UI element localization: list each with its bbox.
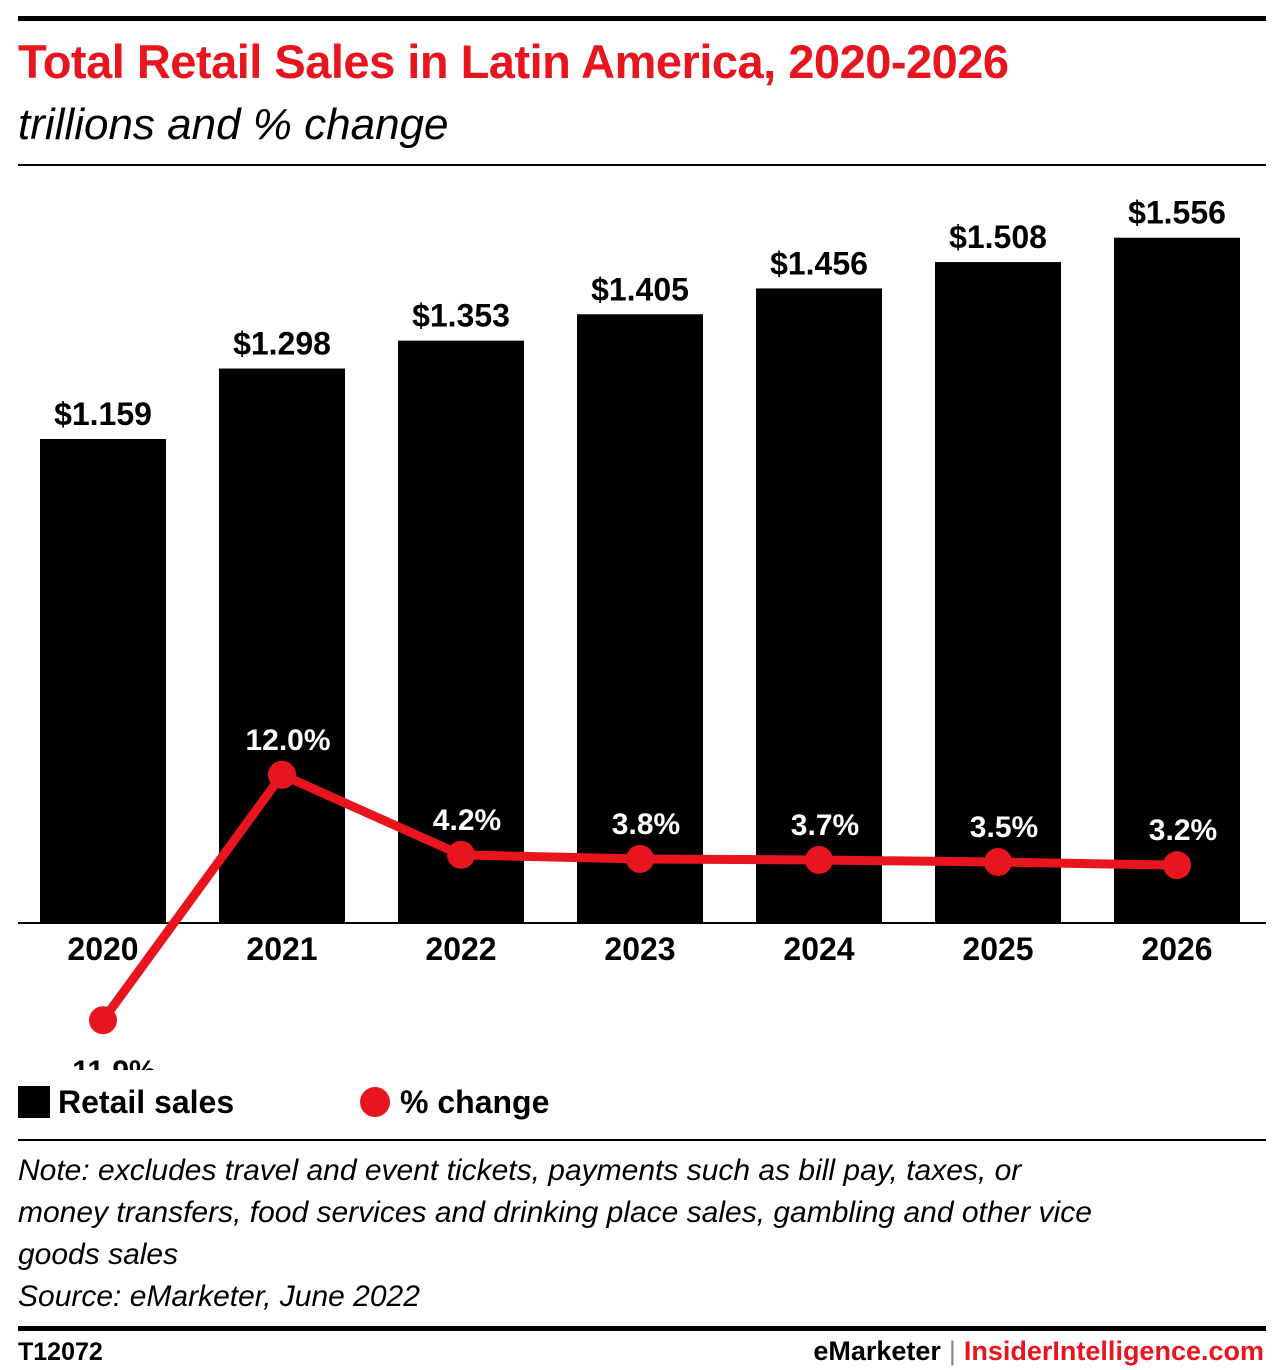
note-line: money transfers, food services and drink… bbox=[18, 1196, 1092, 1229]
header-divider bbox=[18, 164, 1266, 166]
legend-swatch-bar bbox=[18, 1086, 50, 1118]
bar-value-label: $1.405 bbox=[591, 271, 689, 307]
chart-note: Note: excludes travel and event tickets,… bbox=[18, 1150, 1268, 1318]
bar-2023 bbox=[577, 314, 703, 923]
chart-source: Source: eMarketer, June 2022 bbox=[18, 1280, 420, 1313]
percent-change-label: 3.5% bbox=[970, 811, 1038, 844]
percent-change-label: 12.0% bbox=[245, 724, 330, 757]
chart-id: T12072 bbox=[18, 1338, 103, 1366]
bar-value-label: $1.556 bbox=[1128, 195, 1226, 231]
x-tick-label: 2023 bbox=[604, 931, 675, 967]
x-tick-label: 2025 bbox=[962, 931, 1033, 967]
bar-value-label: $1.508 bbox=[949, 219, 1047, 255]
bar-2022 bbox=[398, 340, 524, 924]
note-line: Note: excludes travel and event tickets,… bbox=[18, 1154, 1022, 1187]
brand-insider-intelligence: InsiderIntelligence.com bbox=[963, 1336, 1264, 1366]
footer-rule bbox=[18, 1326, 1266, 1331]
legend-percent-change: % change bbox=[360, 1082, 549, 1122]
chart-title: Total Retail Sales in Latin America, 202… bbox=[18, 35, 1009, 88]
chart-area: $1.159 $1.298 $1.353 $1.405 $1.456 $1.508 $1.5… bbox=[18, 195, 1266, 1070]
legend-divider bbox=[18, 1139, 1266, 1141]
percent-change-point-2024 bbox=[805, 846, 833, 875]
bar-2026 bbox=[1114, 237, 1240, 923]
bar-2020 bbox=[40, 439, 166, 923]
brand-credit: eMarketer | InsiderIntelligence.com bbox=[813, 1336, 1264, 1367]
percent-change-label: 3.7% bbox=[791, 809, 859, 842]
x-tick-label: 2024 bbox=[783, 931, 854, 967]
top-rule bbox=[18, 16, 1266, 21]
legend-retail-sales: Retail sales bbox=[18, 1082, 234, 1122]
bar-value-label: $1.456 bbox=[770, 245, 868, 281]
x-tick-label: 2022 bbox=[425, 931, 496, 967]
bar-value-label: $1.298 bbox=[233, 326, 331, 362]
legend-swatch-line bbox=[360, 1087, 390, 1117]
percent-change-point-2022 bbox=[447, 840, 475, 869]
percent-change-point-2023 bbox=[626, 844, 654, 873]
brand-separator: | bbox=[948, 1336, 956, 1366]
x-tick-label: 2026 bbox=[1141, 931, 1212, 967]
percent-change-point-2021 bbox=[268, 760, 296, 789]
percent-change-label: -11.9% bbox=[62, 1055, 155, 1070]
legend-label-percent-change: % change bbox=[400, 1083, 550, 1120]
brand-emarketer: eMarketer bbox=[813, 1336, 941, 1366]
chart-subtitle: trillions and % change bbox=[18, 100, 449, 149]
x-tick-labels: 2020 2021 2022 2023 2024 2025 2026 bbox=[67, 931, 1212, 967]
legend-label-retail-sales: Retail sales bbox=[58, 1083, 235, 1120]
percent-change-point-2020 bbox=[89, 1006, 117, 1035]
percent-change-label: 4.2% bbox=[433, 804, 501, 837]
percent-change-point-2025 bbox=[984, 848, 1012, 877]
bar-2025 bbox=[935, 262, 1061, 923]
note-line: goods sales bbox=[18, 1238, 179, 1271]
x-tick-label: 2021 bbox=[246, 931, 317, 967]
percent-change-label: 3.8% bbox=[612, 808, 680, 841]
percent-change-point-2026 bbox=[1163, 851, 1191, 880]
percent-change-label: 3.2% bbox=[1149, 814, 1217, 847]
bar-2024 bbox=[756, 288, 882, 923]
percent-change-line: -11.9% 12.0% 4.2% 3.8% 3.7% 3.5% 3.2% bbox=[62, 724, 1217, 1070]
bar-value-label: $1.353 bbox=[412, 298, 510, 334]
bar-value-label: $1.159 bbox=[54, 396, 152, 432]
x-tick-label: 2020 bbox=[67, 931, 138, 967]
